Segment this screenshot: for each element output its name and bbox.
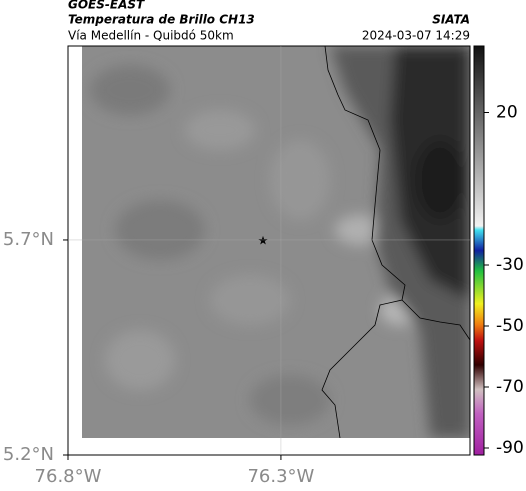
colorbar-tick-label: -90 [496,438,524,458]
x-tick-label: 76.8°W [35,466,102,487]
route: Vía Medellín - Quibdó 50km [68,29,234,43]
datetime: 2024-03-07 14:29 [362,29,470,43]
city-marker: ★ [258,234,269,248]
satellite-image [82,46,470,438]
colorbar-tick-label: -50 [496,316,524,336]
colorbar [473,45,485,456]
map-frame [67,45,471,456]
satellite: GOES-EAST [68,0,145,12]
product: Temperatura de Brillo CH13 [68,13,255,27]
x-tick-label: 76.3°W [247,466,314,487]
source: SIATA [432,13,470,27]
y-tick-label: 5.2°N [3,444,54,465]
colorbar-tick-label: 20 [496,102,518,122]
colorbar-tick-label: -70 [496,377,524,397]
colorbar-tick-label: -30 [496,255,524,275]
y-tick-label: 5.7°N [3,229,54,250]
